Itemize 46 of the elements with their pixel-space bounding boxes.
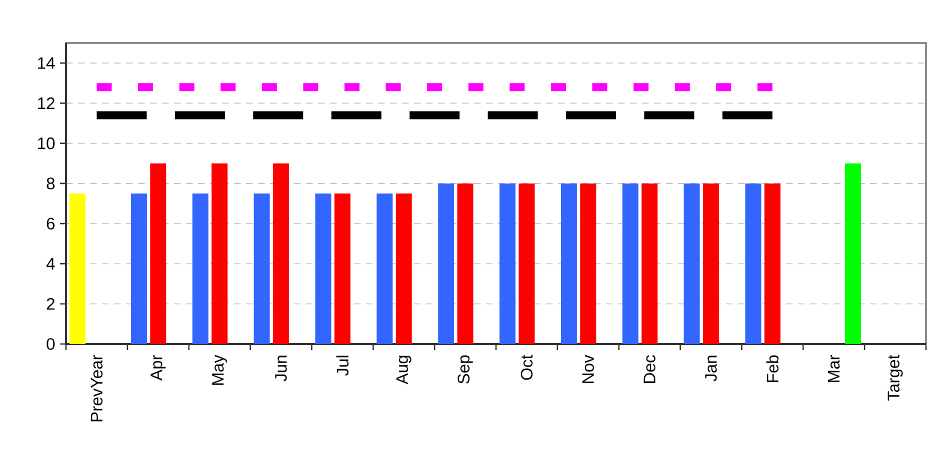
bar bbox=[192, 193, 208, 344]
y-tick-label: 6 bbox=[46, 218, 55, 230]
y-tick-label: 10 bbox=[38, 137, 55, 150]
bar bbox=[273, 163, 290, 344]
bar bbox=[684, 183, 700, 344]
bar bbox=[560, 183, 577, 344]
y-tick-label: 0 bbox=[46, 338, 55, 350]
y-tick-label: 12 bbox=[38, 97, 54, 110]
x-tick-label: Aug bbox=[396, 356, 412, 384]
x-tick-label: PrevYear bbox=[90, 354, 103, 422]
bar bbox=[703, 183, 719, 344]
bar bbox=[845, 163, 862, 344]
bar bbox=[500, 183, 516, 344]
x-tick-label: Nov bbox=[582, 354, 594, 383]
x-tick-label: Jun bbox=[275, 356, 287, 382]
bar bbox=[334, 193, 350, 344]
bar bbox=[580, 183, 596, 344]
x-tick-label: Jan bbox=[705, 356, 717, 382]
x-tick-label: Feb bbox=[766, 355, 779, 382]
y-tick-label: 2 bbox=[46, 298, 54, 310]
bar bbox=[438, 183, 454, 344]
bar bbox=[764, 183, 780, 344]
x-tick-label: Oct bbox=[520, 354, 533, 380]
x-tick-label: Target bbox=[888, 354, 903, 401]
bar bbox=[457, 183, 474, 344]
bar bbox=[70, 193, 86, 344]
x-tick-label: Mar bbox=[828, 354, 840, 382]
x-tick-label: Sep bbox=[458, 355, 473, 384]
bar bbox=[396, 193, 412, 344]
y-tick-label: 8 bbox=[46, 178, 55, 190]
x-tick-label: Apr bbox=[150, 354, 166, 381]
bar bbox=[130, 193, 147, 344]
bar bbox=[622, 183, 638, 344]
bar bbox=[745, 183, 762, 344]
bar bbox=[518, 183, 535, 344]
bar bbox=[376, 193, 393, 344]
x-tick-label: Dec bbox=[644, 355, 656, 383]
x-tick-label: May bbox=[212, 354, 228, 385]
bar bbox=[150, 163, 166, 344]
bar bbox=[642, 183, 658, 344]
bar bbox=[315, 193, 332, 344]
y-tick-label: 4 bbox=[46, 258, 55, 270]
bar bbox=[254, 193, 270, 344]
bar bbox=[212, 163, 228, 344]
y-tick-label: 14 bbox=[38, 57, 55, 69]
x-tick-label: Jul bbox=[336, 356, 349, 376]
